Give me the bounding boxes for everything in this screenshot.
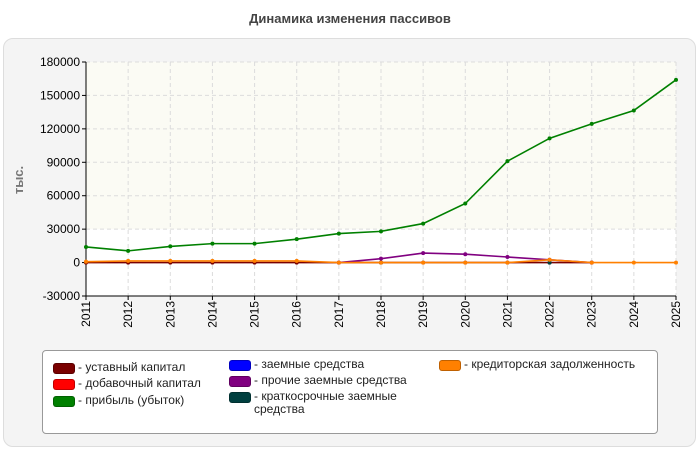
data-point [505, 159, 510, 164]
data-point [505, 260, 510, 265]
series-3 [84, 77, 678, 253]
legend-swatch-1 [53, 363, 75, 374]
x-tick-label: 2021 [500, 301, 514, 328]
data-point [463, 201, 468, 206]
legend-swatch-5 [229, 376, 251, 387]
data-point [168, 258, 173, 263]
x-tick-label: 2012 [121, 301, 135, 328]
plot-area-band [86, 62, 676, 230]
chart-legend: - уставный капитал - добавочный капитал … [42, 350, 658, 434]
legend-swatch-2 [53, 379, 75, 390]
y-tick-label: -30000 [43, 289, 81, 303]
data-point [674, 260, 678, 265]
x-tick-label: 2025 [669, 301, 683, 328]
legend-item-7: - кредиторская задолженность [439, 358, 654, 371]
data-point [421, 251, 426, 256]
legend-swatch-3 [53, 396, 75, 407]
data-point [674, 77, 678, 82]
x-tick-label: 2011 [79, 301, 93, 327]
data-point [547, 260, 552, 265]
legend-label-5: - прочие заемные средства [254, 373, 407, 387]
x-tick-label: 2016 [290, 301, 304, 328]
x-tick-label: 2013 [163, 301, 177, 328]
y-tick-label: 0 [73, 256, 80, 270]
data-point [294, 258, 299, 263]
x-tick-label: 2023 [585, 301, 599, 328]
legend-item-1: - уставный капитал [53, 361, 223, 374]
data-point [421, 260, 426, 265]
x-tick-label: 2019 [416, 301, 430, 328]
data-point [463, 252, 468, 257]
legend-label-1: - уставный капитал [78, 360, 186, 374]
y-tick-label: 30000 [47, 222, 81, 236]
data-point [210, 258, 215, 263]
legend-label-4: - заемные средства [254, 357, 365, 371]
data-point [126, 258, 131, 263]
data-point [168, 244, 173, 249]
data-point [379, 256, 383, 261]
data-point [631, 260, 636, 265]
legend-item-6: - краткосрочные заемные средства [229, 390, 414, 416]
data-point [421, 221, 426, 226]
data-point [589, 121, 594, 126]
legend-label-7: - кредиторская задолженность [464, 357, 636, 371]
x-tick-label: 2014 [205, 301, 219, 328]
x-tick-label: 2017 [332, 301, 346, 328]
y-tick-label: 120000 [40, 122, 80, 136]
data-point [210, 241, 215, 246]
data-point [505, 255, 510, 259]
data-point [336, 260, 341, 265]
legend-item-4: - заемные средства [229, 358, 429, 371]
x-tick-label: 2020 [458, 301, 472, 328]
series-7 [84, 257, 678, 265]
x-tick-label: 2022 [543, 301, 557, 328]
legend-item-3: - прибыль (убыток) [53, 394, 223, 407]
x-tick-label: 2015 [248, 301, 262, 328]
data-point [252, 241, 257, 246]
data-point [547, 257, 552, 262]
data-point [126, 248, 131, 253]
legend-label-3: - прибыль (убыток) [78, 393, 185, 407]
legend-label-6: - краткосрочные заемные средства [254, 389, 397, 416]
legend-item-5: - прочие заемные средства [229, 374, 429, 387]
data-point [589, 260, 594, 265]
data-point [294, 237, 299, 242]
x-tick-label: 2018 [374, 301, 388, 328]
data-point [547, 136, 552, 141]
chart-title: Динамика изменения пассивов [249, 11, 451, 26]
x-tick-label: 2024 [627, 301, 641, 328]
legend-swatch-6 [229, 392, 251, 403]
legend-label-2: - добавочный капитал [78, 376, 201, 390]
data-point [84, 244, 88, 249]
legend-swatch-7 [439, 360, 461, 371]
y-axis-label: тыс. [11, 166, 26, 194]
data-point [252, 258, 257, 263]
legend-item-2: - добавочный капитал [53, 377, 223, 390]
y-tick-label: 180000 [40, 55, 80, 69]
y-tick-label: 90000 [47, 155, 81, 169]
data-point [84, 259, 88, 264]
legend-swatch-4 [229, 360, 251, 371]
data-point [379, 260, 383, 265]
data-point [336, 231, 341, 236]
data-point [463, 260, 468, 265]
data-point [379, 229, 383, 234]
data-point [631, 108, 636, 113]
y-tick-label: 150000 [40, 88, 80, 102]
y-tick-label: 60000 [47, 189, 81, 203]
